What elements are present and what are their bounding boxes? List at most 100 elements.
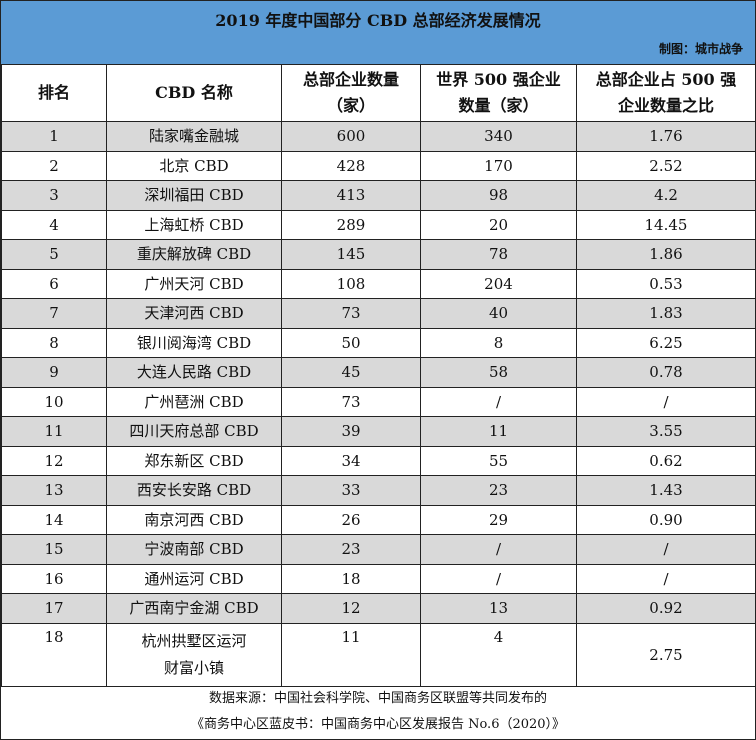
table-row: 8 银川阅海湾 CBD 50 8 6.25 (1, 327, 756, 358)
rank-cell: 15 (1, 534, 107, 565)
hq-count-cell: 50 (281, 327, 421, 358)
rank-cell: 4 (1, 209, 107, 240)
ratio-cell: 0.92 (576, 593, 756, 624)
cbd-name-cell: 北京 CBD (106, 150, 282, 181)
hq-count-cell: 289 (281, 209, 421, 240)
f500-count-cell: 170 (420, 150, 577, 181)
hq-count-cell: 45 (281, 357, 421, 388)
ratio-cell: 2.52 (576, 150, 756, 181)
ratio-cell: / (576, 386, 756, 417)
f500-count-cell: 13 (420, 593, 577, 624)
header-line: 总部企业数量 (302, 70, 399, 89)
cbd-name-cell: 杭州拱墅区运河财富小镇 (106, 622, 282, 687)
hq-count-cell: 39 (281, 416, 421, 447)
table-header-row: 排名 CBD 名称 总部企业数量 （家） 世界 500 强企业 数量（家） 总部… (1, 64, 756, 122)
table-row: 4 上海虹桥 CBD 289 20 14.45 (1, 209, 756, 240)
header-line: 总部企业占 500 强 (595, 70, 737, 89)
table-row: 13 西安长安路 CBD 33 23 1.43 (1, 475, 756, 506)
ratio-cell: / (576, 534, 756, 565)
f500-count-cell: 4 (420, 622, 577, 687)
column-header-hq-count: 总部企业数量 （家） (281, 64, 421, 122)
ratio-cell: 0.62 (576, 445, 756, 476)
f500-count-cell: 8 (420, 327, 577, 358)
table-row: 3 深圳福田 CBD 413 98 4.2 (1, 180, 756, 211)
rank-cell: 10 (1, 386, 107, 417)
f500-count-cell: / (420, 386, 577, 417)
ratio-cell: 1.86 (576, 239, 756, 270)
f500-count-cell: / (420, 563, 577, 594)
rank-cell: 12 (1, 445, 107, 476)
column-header-ratio: 总部企业占 500 强 企业数量之比 (576, 64, 756, 122)
rank-cell: 18 (1, 622, 107, 687)
hq-count-cell: 34 (281, 445, 421, 476)
table-row: 18 杭州拱墅区运河财富小镇 11 4 2.75 (1, 622, 756, 687)
f500-count-cell: 55 (420, 445, 577, 476)
ratio-cell: 0.53 (576, 268, 756, 299)
ratio-cell: 3.55 (576, 416, 756, 447)
title-banner: 2019 年度中国部分 CBD 总部经济发展情况 制图：城市战争 (1, 1, 755, 65)
f500-count-cell: 23 (420, 475, 577, 506)
rank-cell: 1 (1, 121, 107, 152)
hq-count-cell: 11 (281, 622, 421, 687)
cbd-name-cell: 陆家嘴金融城 (106, 121, 282, 152)
table-row: 12 郑东新区 CBD 34 55 0.62 (1, 445, 756, 476)
column-header-name: CBD 名称 (106, 64, 282, 122)
hq-count-cell: 18 (281, 563, 421, 594)
table-row: 7 天津河西 CBD 73 40 1.83 (1, 298, 756, 329)
table-row: 14 南京河西 CBD 26 29 0.90 (1, 504, 756, 535)
hq-count-cell: 73 (281, 386, 421, 417)
cbd-name-cell: 上海虹桥 CBD (106, 209, 282, 240)
column-header-rank: 排名 (1, 64, 107, 122)
hq-count-cell: 23 (281, 534, 421, 565)
rank-cell: 14 (1, 504, 107, 535)
f500-count-cell: 29 (420, 504, 577, 535)
table-row: 6 广州天河 CBD 108 204 0.53 (1, 268, 756, 299)
f500-count-cell: 78 (420, 239, 577, 270)
hq-count-cell: 600 (281, 121, 421, 152)
header-line: 世界 500 强企业 (436, 70, 561, 89)
ratio-cell: 0.90 (576, 504, 756, 535)
hq-count-cell: 73 (281, 298, 421, 329)
ratio-cell: 1.43 (576, 475, 756, 506)
hq-count-cell: 108 (281, 268, 421, 299)
page-title: 2019 年度中国部分 CBD 总部经济发展情况 (215, 11, 541, 30)
cbd-name-cell: 郑东新区 CBD (106, 445, 282, 476)
rank-cell: 17 (1, 593, 107, 624)
source-book: 《商务中心区蓝皮书：中国商务中心区发展报告 No.6（2020）》 (190, 717, 566, 732)
hq-count-cell: 145 (281, 239, 421, 270)
rank-cell: 11 (1, 416, 107, 447)
cbd-name-cell: 宁波南部 CBD (106, 534, 282, 565)
f500-count-cell: 11 (420, 416, 577, 447)
source-note: 数据来源：中国社会科学院、中国商务区联盟等共同发布的 (208, 691, 547, 706)
source-footer: 数据来源：中国社会科学院、中国商务区联盟等共同发布的 《商务中心区蓝皮书：中国商… (1, 683, 755, 739)
rank-cell: 2 (1, 150, 107, 181)
cbd-name-cell: 西安长安路 CBD (106, 475, 282, 506)
rank-cell: 13 (1, 475, 107, 506)
cbd-name-cell: 重庆解放碑 CBD (106, 239, 282, 270)
table-row: 9 大连人民路 CBD 45 58 0.78 (1, 357, 756, 388)
hq-count-cell: 413 (281, 180, 421, 211)
f500-count-cell: 40 (420, 298, 577, 329)
cbd-name-cell: 深圳福田 CBD (106, 180, 282, 211)
cbd-name-cell: 四川天府总部 CBD (106, 416, 282, 447)
rank-cell: 5 (1, 239, 107, 270)
hq-count-cell: 33 (281, 475, 421, 506)
column-header-f500-count: 世界 500 强企业 数量（家） (420, 64, 577, 122)
table-body: 1 陆家嘴金融城 600 340 1.76 2 北京 CBD 428 170 2.52 3 深圳福田 … (1, 121, 756, 687)
cbd-name-cell: 银川阅海湾 CBD (106, 327, 282, 358)
ratio-cell: 0.78 (576, 357, 756, 388)
cbd-name-cell: 广州天河 CBD (106, 268, 282, 299)
hq-count-cell: 12 (281, 593, 421, 624)
rank-cell: 6 (1, 268, 107, 299)
ratio-cell: 2.75 (576, 622, 756, 687)
cbd-name-cell: 广西南宁金湖 CBD (106, 593, 282, 624)
f500-count-cell: 340 (420, 121, 577, 152)
table-row: 15 宁波南部 CBD 23// (1, 534, 756, 565)
table-row: 2 北京 CBD 428 170 2.52 (1, 150, 756, 181)
cbd-name-cell: 广州琶洲 CBD (106, 386, 282, 417)
f500-count-cell: / (420, 534, 577, 565)
hq-count-cell: 428 (281, 150, 421, 181)
header-line: 企业数量之比 (617, 96, 714, 115)
cbd-name-cell: 南京河西 CBD (106, 504, 282, 535)
